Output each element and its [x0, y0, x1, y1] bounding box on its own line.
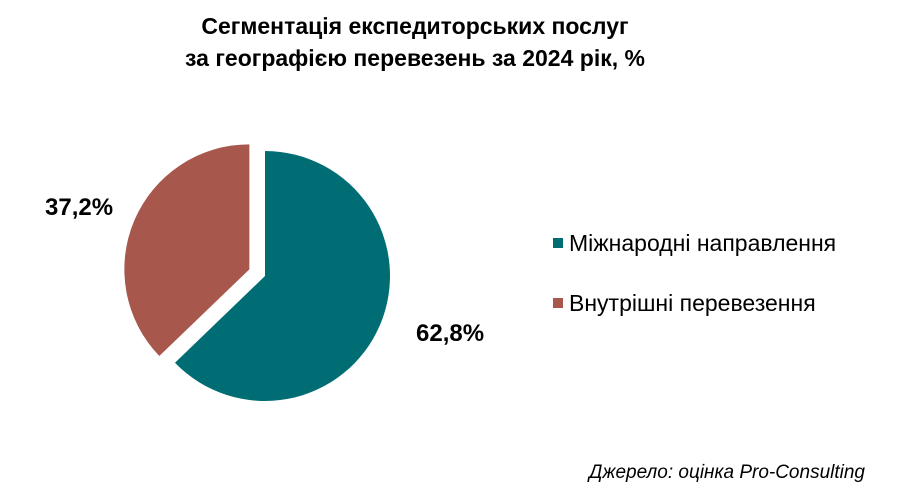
source-note: Джерело: оцінка Pro-Consulting	[589, 462, 865, 483]
chart-title: Сегментація експедиторських послуг за ге…	[0, 10, 830, 74]
chart-title-line-2: за географією перевезень за 2024 рік, %	[185, 45, 645, 71]
data-label-domestic: 37,2%	[45, 194, 114, 221]
legend-label-international: Міжнародні направлення	[569, 229, 837, 256]
legend: Міжнародні направлення Внутрішні перевез…	[553, 228, 836, 348]
chart-title-line-1: Сегментація експедиторських послуг	[201, 13, 629, 39]
data-label-international: 62,8%	[416, 320, 485, 347]
pie-slice-international	[174, 151, 390, 401]
legend-swatch-international	[553, 238, 563, 248]
legend-swatch-domestic	[553, 298, 563, 308]
legend-item-domestic: Внутрішні перевезення	[553, 288, 836, 318]
pie-slice-domestic	[124, 144, 250, 357]
legend-label-domestic: Внутрішні перевезення	[569, 289, 816, 316]
legend-item-international: Міжнародні направлення	[553, 228, 836, 258]
